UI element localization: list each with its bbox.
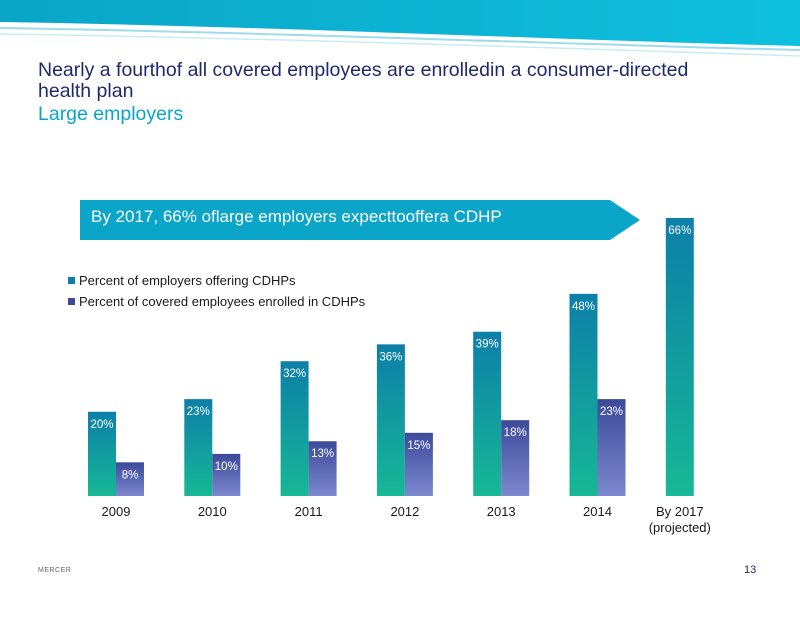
data-label-employees-2: 13% bbox=[311, 448, 334, 460]
bar-employees-5 bbox=[597, 399, 626, 496]
bar-employers-2 bbox=[280, 361, 309, 496]
bar-employers-6 bbox=[665, 218, 694, 496]
legend-label-employers: Percent of employers offering CDHPs bbox=[79, 273, 296, 288]
legend-item-employers: Percent of employers offering CDHPs bbox=[68, 270, 365, 291]
data-label-employees-0: 8% bbox=[122, 469, 139, 481]
legend-swatch-employers bbox=[68, 277, 75, 284]
data-label-employees-5: 23% bbox=[600, 406, 623, 418]
bar-employers-4 bbox=[473, 331, 502, 496]
data-label-employers-4: 39% bbox=[476, 339, 499, 351]
legend-label-employees: Percent of covered employees enrolled in… bbox=[79, 294, 366, 309]
legend-swatch-employees bbox=[68, 298, 75, 305]
bar-employees-2 bbox=[308, 441, 337, 496]
bar-employees-0 bbox=[116, 462, 144, 496]
x-tick-label-6: By 2017 (projected) bbox=[649, 504, 711, 535]
bar-employees-1 bbox=[212, 453, 241, 496]
x-tick-label-5: 2014 bbox=[583, 504, 612, 519]
data-label-employees-3: 15% bbox=[407, 440, 430, 452]
bar-employees-4 bbox=[501, 420, 530, 496]
data-label-employees-4: 18% bbox=[504, 427, 527, 439]
data-label-employers-6: 66% bbox=[668, 225, 691, 237]
x-tick-label-3: 2012 bbox=[390, 504, 419, 519]
slide-title: Nearly a fourthof all covered employees … bbox=[38, 59, 689, 102]
bar-employers-0 bbox=[88, 411, 116, 496]
bar-employers-5 bbox=[569, 293, 598, 496]
data-label-employees-1: 10% bbox=[215, 461, 238, 473]
bar-employers-1 bbox=[184, 399, 213, 496]
x-tick-label-4: 2013 bbox=[487, 504, 516, 519]
slide-subtitle: Large employers bbox=[38, 103, 184, 125]
chart-legend: Percent of employers offering CDHPs Perc… bbox=[68, 270, 365, 312]
header-wave-band bbox=[0, 0, 800, 57]
data-label-employers-2: 32% bbox=[283, 368, 306, 380]
x-tick-label-2: 2011 bbox=[295, 504, 323, 519]
x-tick-label-1: 2010 bbox=[198, 504, 227, 519]
data-label-employers-0: 20% bbox=[90, 419, 113, 431]
x-tick-label-0: 2009 bbox=[102, 504, 131, 519]
page-number: 13 bbox=[744, 564, 757, 576]
data-label-employers-1: 23% bbox=[187, 406, 210, 418]
bar-employers-3 bbox=[376, 344, 405, 496]
legend-item-employees: Percent of covered employees enrolled in… bbox=[68, 291, 365, 312]
callout-arrow bbox=[80, 200, 640, 240]
data-label-employers-5: 48% bbox=[572, 301, 595, 313]
callout-text: By 2017, 66% oflarge employers expecttoo… bbox=[91, 207, 502, 226]
footer-brand: MERCER bbox=[38, 567, 72, 574]
data-label-employers-3: 36% bbox=[379, 351, 402, 363]
bar-employees-3 bbox=[404, 432, 433, 496]
